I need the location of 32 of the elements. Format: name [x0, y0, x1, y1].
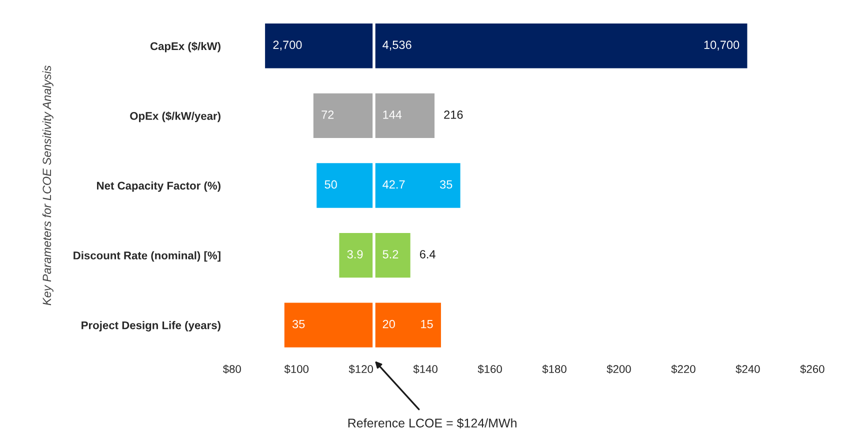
y-tick-label: CapEx ($/kW)	[150, 42, 220, 52]
x-tick-label: $120	[348, 364, 373, 374]
x-tick-label: $260	[800, 364, 824, 374]
y-tick-label: OpEx ($/kW/year)	[130, 112, 220, 122]
annotation: 35	[292, 320, 305, 328]
x-tick-label: $200	[606, 364, 631, 374]
annotation: 50	[324, 180, 337, 189]
annotation: 4,536	[382, 40, 412, 50]
annotation: 35	[440, 180, 452, 189]
x-tick-label: $140	[413, 364, 438, 374]
y-tick-label: Net Capacity Factor (%)	[97, 181, 220, 192]
y-axis-title: Key Parameters for LCOE Sensitivity Analysis	[42, 66, 54, 306]
annotation: 20	[382, 320, 395, 328]
x-tick-label: $240	[736, 364, 760, 374]
annotation: 2,700	[273, 40, 302, 50]
annotation: 42.7	[382, 180, 405, 189]
annotation: 5.2	[382, 250, 398, 258]
ref-line-label: Reference LCOE = $124/MWh	[348, 418, 516, 428]
annotation: 72	[322, 110, 334, 119]
annotation: 10,700	[704, 40, 740, 50]
annotation: 144	[383, 110, 402, 119]
x-tick-label: $180	[542, 364, 566, 374]
annotation: 6.4	[420, 250, 436, 258]
y-tick-label: Project Design Life (years)	[82, 321, 220, 332]
annotation: 15	[421, 320, 433, 328]
x-tick-label: $80	[222, 364, 241, 374]
x-tick-label: $100	[284, 364, 309, 374]
annotation: 3.9	[347, 250, 363, 258]
x-tick-label: $220	[671, 364, 696, 374]
x-tick-label: $160	[478, 364, 502, 374]
annotation: 216	[444, 110, 463, 119]
y-tick-label: Discount Rate (nominal) [%]	[74, 251, 220, 262]
